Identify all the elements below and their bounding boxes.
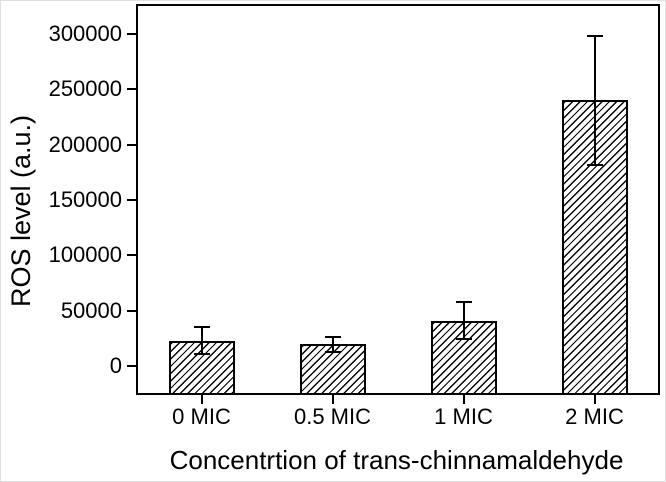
error-bar-cap-bottom bbox=[455, 338, 472, 341]
error-bar-line bbox=[593, 36, 596, 165]
error-bar-cap-bottom bbox=[193, 353, 210, 356]
x-tick-mark bbox=[462, 395, 465, 404]
error-bar-cap-bottom bbox=[586, 163, 603, 166]
y-tick-mark bbox=[127, 33, 136, 35]
y-tick-label: 150000 bbox=[48, 187, 122, 212]
error-bar-line bbox=[200, 326, 203, 355]
y-tick-label: 100000 bbox=[48, 242, 122, 268]
error-bar-cap-top bbox=[324, 335, 341, 338]
y-tick-mark bbox=[127, 88, 136, 91]
y-tick-label: 200000 bbox=[48, 131, 122, 157]
y-tick-label: 50000 bbox=[60, 297, 122, 323]
error-bar-line bbox=[331, 336, 334, 353]
error-bar-cap-bottom bbox=[324, 351, 341, 354]
y-tick-mark bbox=[127, 143, 136, 146]
x-tick-mark bbox=[593, 395, 596, 404]
y-tick-mark bbox=[127, 365, 136, 367]
error-bar-cap-top bbox=[455, 300, 472, 303]
y-tick-mark bbox=[127, 254, 136, 257]
x-axis-title: Concentrtion of trans-chinnamaldehyde bbox=[169, 445, 624, 475]
x-tick-label: 2 MIC bbox=[565, 404, 624, 429]
y-tick-label: 250000 bbox=[48, 76, 122, 102]
y-tick-mark bbox=[127, 309, 136, 312]
y-tick-label: 300000 bbox=[48, 21, 122, 46]
x-tick-mark bbox=[200, 395, 203, 404]
error-bar-line bbox=[462, 301, 465, 340]
x-tick-mark bbox=[331, 395, 334, 404]
y-tick-mark bbox=[127, 199, 136, 201]
x-tick-label: 0.5 MIC bbox=[293, 404, 372, 429]
error-bar-cap-top bbox=[193, 325, 210, 328]
x-tick-label: 0 MIC bbox=[172, 404, 231, 429]
x-tick-label: 1 MIC bbox=[434, 404, 493, 429]
error-bar-cap-top bbox=[586, 35, 603, 38]
y-tick-label: 0 bbox=[109, 353, 122, 378]
